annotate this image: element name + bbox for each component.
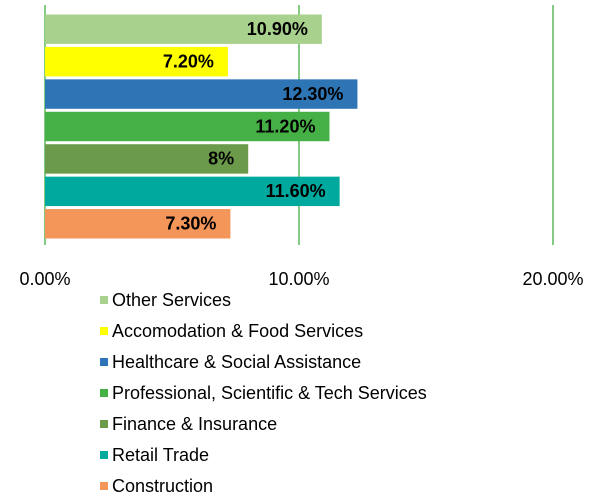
- legend-label: Healthcare & Social Assistance: [112, 352, 361, 372]
- data-label: 12.30%: [282, 84, 343, 104]
- bar: [45, 176, 340, 207]
- data-label: 7.20%: [163, 51, 214, 71]
- data-label: 8%: [208, 149, 234, 169]
- legend-label: Retail Trade: [112, 445, 209, 465]
- legend-label: Construction: [112, 476, 213, 496]
- bar: [45, 144, 249, 174]
- legend-swatch: [100, 327, 108, 335]
- legend-swatch: [100, 420, 108, 428]
- legend-swatch: [100, 389, 108, 397]
- legend-swatch: [100, 296, 108, 304]
- data-label: 10.90%: [247, 19, 308, 39]
- bar: [45, 14, 322, 44]
- legend-label: Accomodation & Food Services: [112, 321, 363, 341]
- bar: [45, 79, 358, 109]
- legend-swatch: [100, 482, 108, 490]
- legend-label: Other Services: [112, 290, 231, 310]
- x-tick-label: 10.00%: [268, 269, 329, 289]
- legend-swatch: [100, 358, 108, 366]
- legend-label: Finance & Insurance: [112, 414, 277, 434]
- bar: [45, 111, 330, 142]
- bar: [45, 46, 228, 77]
- bar: [45, 209, 231, 239]
- legend-swatch: [100, 451, 108, 459]
- legend-label: Professional, Scientific & Tech Services: [112, 383, 427, 403]
- x-tick-label: 0.00%: [19, 269, 70, 289]
- x-tick-label: 20.00%: [522, 269, 583, 289]
- data-label: 11.60%: [266, 181, 326, 201]
- data-label: 11.20%: [255, 116, 315, 136]
- data-label: 7.30%: [165, 214, 216, 234]
